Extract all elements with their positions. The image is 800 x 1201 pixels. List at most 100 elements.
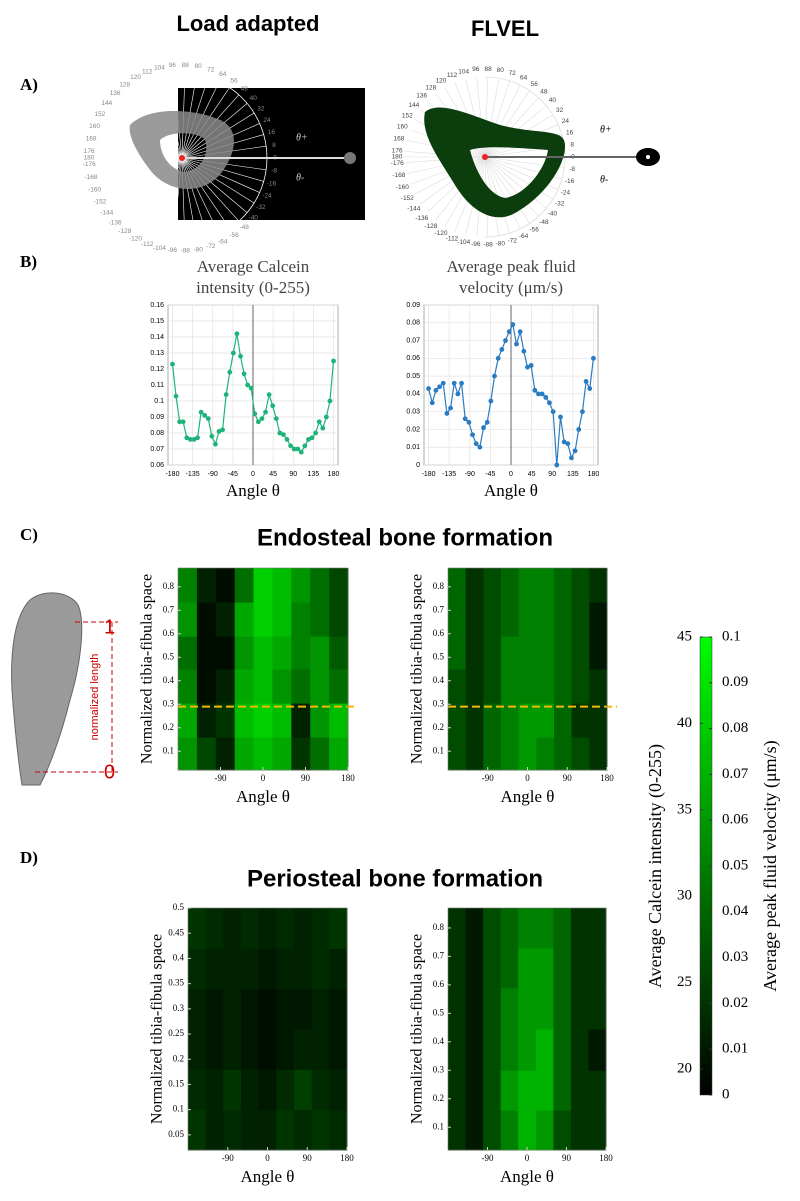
heat-cell (311, 1069, 330, 1111)
heat-cell (483, 737, 502, 771)
y-tick-label: 0.14 (150, 334, 164, 341)
y-tick-label: 0.3 (433, 1064, 445, 1074)
x-tick-label: -90 (465, 471, 475, 478)
x-tick-label: 90 (301, 773, 311, 783)
polar-tick-label: -144 (100, 209, 113, 216)
data-point (569, 455, 574, 461)
colorbar-tick-label: 0.08 (722, 720, 748, 736)
heat-cell (310, 737, 330, 771)
polar-tick-label: -16 (565, 178, 575, 185)
polar-panel: 0816243240485664728088961041121201281361… (83, 62, 278, 255)
y-tick-label: 0.3 (173, 1003, 185, 1013)
heat-cell (215, 737, 236, 771)
heat-cell (570, 987, 589, 1030)
x-axis-label: Angle θ (484, 481, 538, 500)
data-point (241, 371, 247, 377)
data-point (591, 355, 596, 361)
data-point (309, 435, 315, 441)
data-point (470, 432, 475, 438)
heat-cell (553, 1110, 572, 1151)
heat-cell (253, 703, 273, 738)
heat-cell (535, 1070, 554, 1111)
heat-cell (272, 703, 292, 738)
heat-cell (589, 703, 608, 738)
data-point (495, 355, 501, 361)
y-tick-label: 0.03 (406, 409, 420, 416)
heat-cell (234, 568, 255, 603)
heat-cell (501, 703, 520, 738)
data-point (195, 435, 200, 441)
x-tick-label: 90 (303, 1153, 313, 1163)
data-point (576, 427, 582, 432)
y-tick-label: 0.02 (406, 426, 420, 433)
heat-cell (588, 908, 607, 949)
data-point (451, 380, 457, 386)
polar-tick-label: -40 (249, 214, 259, 221)
heat-cell (215, 602, 236, 637)
heat-cell (272, 636, 292, 670)
heat-cell (291, 568, 311, 603)
colorbar-tick-label: 40 (677, 715, 692, 731)
polar-tick-label: -8 (271, 168, 277, 175)
polar-tick-label: 168 (86, 135, 97, 142)
data-point (539, 391, 545, 397)
data-point (323, 414, 329, 420)
heat-cell (518, 1110, 537, 1151)
polar-tick-label: 40 (549, 97, 557, 104)
chart-title: Average peak fluid (446, 257, 576, 276)
y-tick-label: 0.04 (406, 391, 420, 398)
heat-cell (536, 568, 555, 603)
x-tick-label: 180 (599, 1153, 613, 1163)
heat-cell (223, 1069, 242, 1111)
data-point (484, 419, 490, 425)
x-tick-label: 0 (509, 471, 513, 478)
data-point (259, 416, 265, 421)
heat-cell (501, 737, 520, 771)
heat-cell (518, 908, 537, 949)
heat-cell (294, 1029, 313, 1070)
polar-tick-label: -72 (206, 243, 216, 250)
heat-cell (241, 988, 260, 1030)
polar-panel: 0816243240485664728088961041121201281361… (391, 66, 576, 249)
heat-cell (223, 1109, 242, 1151)
data-point (477, 444, 483, 450)
data-point (180, 419, 186, 425)
heat-cell (448, 1029, 467, 1071)
x-tick-label: 90 (548, 471, 556, 478)
heat-cell (276, 988, 295, 1030)
heat-cell (291, 636, 311, 670)
x-tick-label: 180 (341, 773, 355, 783)
polar-tick-label: 120 (436, 78, 447, 85)
polar-tick-label: 136 (416, 93, 427, 100)
polar-tick-label: 128 (425, 84, 436, 91)
polar-tick-label: 144 (408, 102, 419, 109)
heat-cell (483, 669, 502, 704)
heat-cell (253, 602, 273, 637)
polar-tick-label: 104 (458, 68, 469, 75)
x-tick-label: 0 (525, 773, 530, 783)
spoke (181, 157, 240, 222)
heat-cell (188, 1109, 207, 1151)
heat-cell (223, 988, 242, 1030)
polar-tick-label: 24 (263, 117, 271, 124)
heat-cell (535, 908, 554, 949)
polar-tick-label: 8 (570, 141, 574, 148)
heat-cell (205, 908, 224, 949)
y-tick-label: 0.06 (150, 462, 164, 469)
y-tick-label: 0.09 (406, 302, 420, 309)
x-tick-label: -90 (208, 471, 218, 478)
heat-cell (241, 1029, 260, 1070)
heat-cell (500, 947, 519, 989)
polar-tick-label: -32 (256, 204, 266, 211)
heat-cell (554, 602, 573, 637)
theta-label: θ+ (600, 124, 612, 135)
data-point (191, 437, 197, 442)
data-point (248, 385, 254, 391)
polar-tick-label: 56 (531, 81, 539, 88)
spoke (181, 157, 209, 239)
heat-cell (448, 1070, 467, 1111)
heat-cell (536, 636, 555, 670)
polar-tick-label: 128 (119, 81, 130, 88)
y-tick-label: 0.07 (150, 446, 164, 453)
heat-cell (291, 703, 311, 738)
